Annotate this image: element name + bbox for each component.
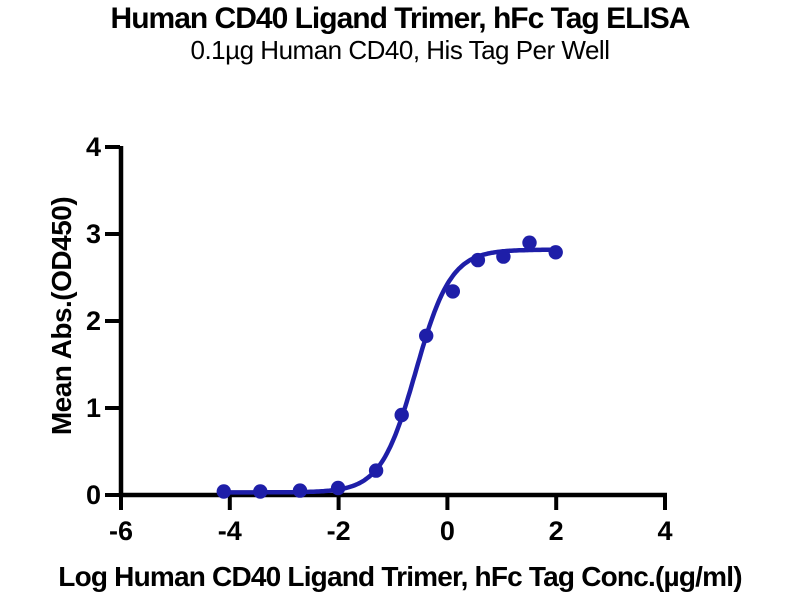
chart-title: Human CD40 Ligand Trimer, hFc Tag ELISA xyxy=(110,2,691,35)
axes xyxy=(118,146,667,498)
data-point xyxy=(548,245,563,260)
data-point xyxy=(522,235,537,250)
y-tick-label: 2 xyxy=(86,306,101,336)
y-tick-label: 1 xyxy=(86,393,101,423)
x-tick-label: -2 xyxy=(327,516,351,546)
x-tick-label: -4 xyxy=(218,516,242,546)
data-point xyxy=(216,484,231,499)
data-point xyxy=(496,249,511,264)
x-tick-label: -6 xyxy=(109,516,133,546)
data-point xyxy=(394,407,409,423)
y-tick-label: 3 xyxy=(86,219,101,249)
x-tick-label: 4 xyxy=(657,516,672,546)
data-point xyxy=(368,463,384,478)
data-point xyxy=(330,480,346,496)
data-point xyxy=(445,284,460,299)
x-tick-label: 2 xyxy=(549,516,564,546)
y-tick-label: 0 xyxy=(86,480,101,510)
x-tick-label: 0 xyxy=(440,516,455,546)
fit-curve xyxy=(221,247,558,495)
y-tick-label: 4 xyxy=(86,132,101,162)
data-point xyxy=(292,483,308,498)
data-point xyxy=(470,252,486,268)
data-point xyxy=(419,328,434,343)
chart-subtitle: 0.1µg Human CD40, His Tag Per Well xyxy=(190,35,610,65)
data-point xyxy=(253,484,268,499)
x-axis-label: Log Human CD40 Ligand Trimer, hFc Tag Co… xyxy=(58,561,742,592)
